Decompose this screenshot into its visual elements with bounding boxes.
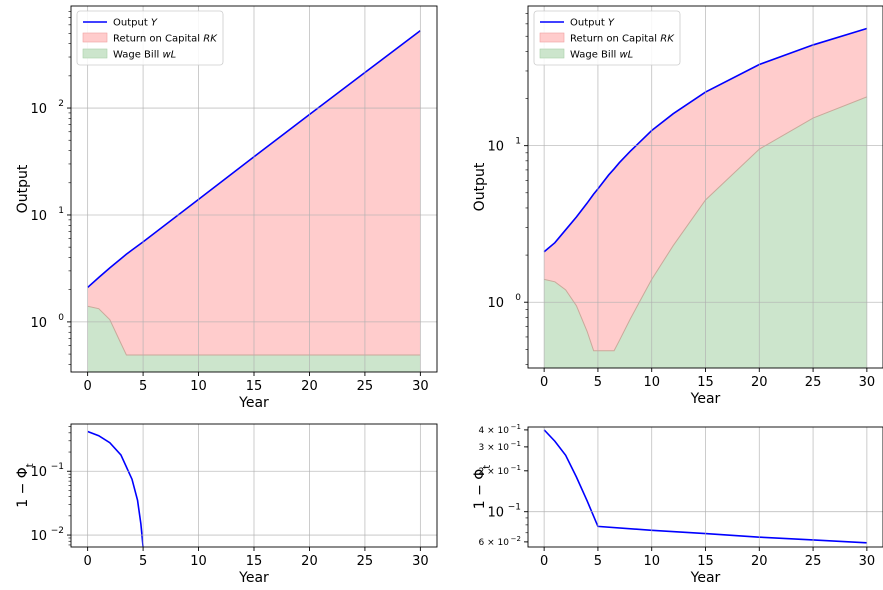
x-tick-label: 15: [697, 554, 714, 569]
y-tick-exponent: −2: [51, 526, 64, 536]
x-tick-label: 10: [190, 554, 207, 569]
x-tick-label: 10: [643, 375, 660, 390]
y-tick-label: 10: [30, 316, 47, 331]
x-tick-label: 5: [139, 554, 147, 569]
x-tick-label: 25: [357, 379, 374, 394]
x-tick-label: 20: [751, 375, 768, 390]
legend-entry-variable: Y: [151, 18, 158, 29]
legend-entry: Wage Bill wL: [113, 50, 176, 61]
x-tick-label: 0: [83, 554, 91, 569]
x-axis-label: Year: [238, 395, 269, 411]
x-tick-label: 0: [540, 375, 548, 390]
legend-area-swatch: [539, 32, 565, 43]
y-tick-exponent: 1: [515, 137, 521, 147]
legend-box: [76, 10, 224, 66]
x-axis-label: Year: [238, 570, 269, 586]
panel-bottom-left: 0 5 10 15 20 25 30 10 −2 10 −1 Year 1 − Φt: [15, 423, 438, 586]
y-tick-label: 10: [30, 209, 47, 224]
x-tick-label: 5: [139, 379, 147, 394]
y-tick-exponent: −1: [511, 423, 521, 431]
y-tick-label: 4 × 10: [479, 426, 510, 436]
y-tick-exponent: 2: [58, 99, 64, 109]
x-tick-label: 10: [643, 554, 660, 569]
y-tick-exponent: 0: [515, 293, 521, 303]
x-tick-label: 25: [357, 554, 374, 569]
y-tick-label: 10: [487, 140, 504, 155]
legend-entry: Return on Capital RK: [570, 34, 675, 45]
wage-bill-edge: [544, 96, 868, 352]
legend-entry-variable: Y: [608, 18, 615, 29]
x-tick-label: 5: [594, 554, 602, 569]
y-tick-label: 10: [30, 102, 47, 117]
x-tick-label: 20: [301, 379, 318, 394]
series-line: [87, 430, 144, 547]
y-axis-label: 1 − Φt: [472, 465, 493, 510]
x-tick-label: 0: [83, 379, 91, 394]
y-axis-label: Output: [472, 162, 488, 211]
x-tick-label: 25: [805, 375, 822, 390]
wage-bill-edge: [87, 305, 421, 356]
y-axis-label: 1 − Φt: [15, 463, 36, 508]
x-tick-label: 30: [412, 554, 429, 569]
y-tick-exponent: −1: [508, 503, 521, 513]
wage-bill-area: [87, 306, 421, 372]
y-tick-label: 10: [30, 465, 47, 480]
legend-area-swatch: [82, 48, 108, 59]
y-tick-label: 3 × 10: [479, 443, 510, 453]
y-axis-label: Output: [15, 164, 31, 213]
legend-entry-variable: wL: [162, 50, 176, 61]
legend: Output Y Return on Capital RK Wage Bill wL: [76, 10, 224, 66]
legend-entry: Wage Bill wL: [570, 50, 633, 61]
x-tick-label: 25: [805, 554, 822, 569]
legend-entry: Output Y: [113, 18, 158, 29]
plot-area: [87, 430, 144, 547]
y-tick-exponent: −2: [511, 535, 521, 543]
x-axis-label: Year: [690, 391, 721, 407]
legend-entry: Output Y: [570, 18, 615, 29]
x-tick-label: 0: [540, 554, 548, 569]
y-tick-exponent: −1: [511, 464, 521, 472]
y-tick-exponent: 1: [58, 206, 64, 216]
x-tick-label: 30: [859, 375, 876, 390]
x-tick-label: 15: [697, 375, 714, 390]
x-tick-label: 15: [246, 379, 263, 394]
y-tick-label: 6 × 10: [479, 538, 510, 548]
y-tick-exponent: 0: [58, 313, 64, 323]
legend-entry-variable: RK: [203, 34, 218, 45]
x-tick-label: 30: [859, 554, 876, 569]
panel-top-right: 0 5 10 15 20 25 30 10 0 10 1 Year Output Output Y Retu…: [472, 5, 883, 407]
y-axis-label-subscript: t: [482, 465, 493, 469]
legend-area-swatch: [539, 48, 565, 59]
y-tick-exponent: −1: [51, 462, 64, 472]
y-tick-label: 10: [487, 506, 504, 521]
y-tick-exponent: −1: [511, 440, 521, 448]
y-tick-label: 10: [487, 296, 504, 311]
series-line: [543, 27, 868, 253]
x-tick-label: 20: [751, 554, 768, 569]
x-tick-label: 30: [412, 379, 429, 394]
y-tick-label: 2 × 10: [479, 467, 510, 477]
series-line: [87, 29, 421, 289]
legend-entry-variable: wL: [619, 50, 633, 61]
x-tick-label: 5: [594, 375, 602, 390]
y-axis-label-subscript: t: [25, 463, 36, 467]
x-tick-label: 15: [246, 554, 263, 569]
x-axis-label: Year: [690, 570, 721, 586]
panel-top-left: 0 5 10 15 20 25 30 10 0 10 1 10 2 Year Output Output Y R…: [15, 5, 438, 411]
legend-entry: Return on Capital RK: [113, 34, 218, 45]
y-tick-label: 10: [30, 529, 47, 544]
legend-area-swatch: [82, 32, 108, 43]
legend-entry-variable: RK: [660, 34, 675, 45]
x-tick-label: 20: [301, 554, 318, 569]
legend-box: [533, 10, 681, 66]
x-tick-label: 10: [190, 379, 207, 394]
legend: Output Y Return on Capital RK Wage Bill wL: [533, 10, 681, 66]
